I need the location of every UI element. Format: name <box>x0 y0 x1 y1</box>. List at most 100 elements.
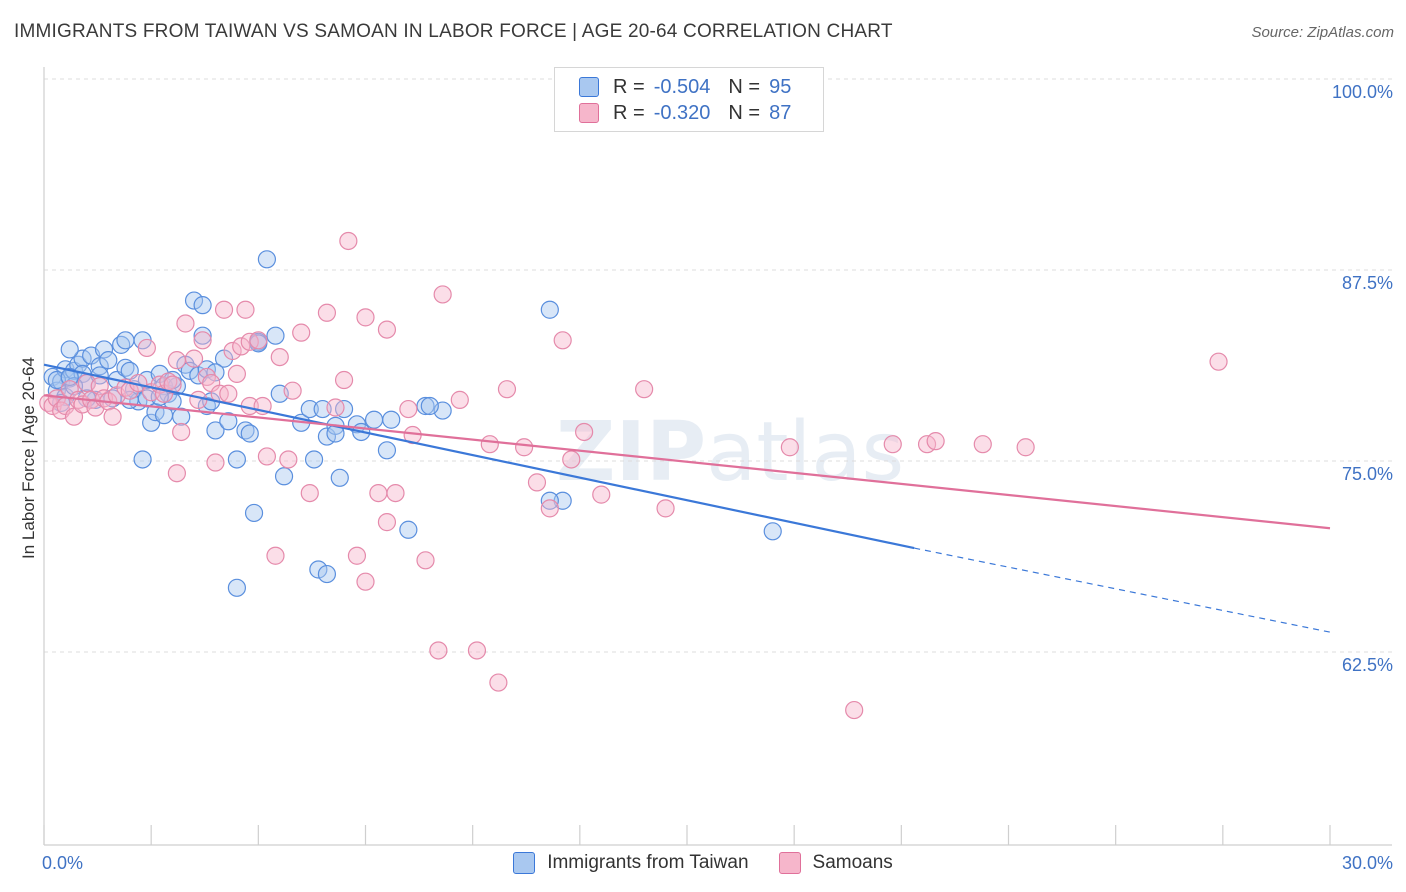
point-samoans <box>300 483 319 503</box>
point-taiwan <box>193 326 212 345</box>
point-samoans <box>356 308 375 327</box>
point-samoans <box>347 546 367 565</box>
point-samoans <box>339 231 358 251</box>
point-samoans <box>270 347 289 367</box>
point-samoans <box>167 464 186 483</box>
legend-row-taiwan: R = -0.504 N = 95 <box>579 74 791 100</box>
point-samoans <box>433 285 452 304</box>
watermark-bold: ZIP <box>556 405 707 500</box>
point-taiwan <box>309 560 328 579</box>
legend-item-taiwan[interactable]: Immigrants from Taiwan <box>513 852 749 874</box>
point-taiwan <box>133 450 152 469</box>
trend-line-taiwan-extension <box>914 547 1331 633</box>
point-samoans <box>489 673 508 692</box>
point-samoans <box>575 422 594 442</box>
point-taiwan <box>99 351 118 370</box>
point-taiwan <box>266 326 285 345</box>
legend-n-value: 95 <box>769 75 792 98</box>
trend-line-samoans <box>43 394 1331 530</box>
y-tick-label: 87.5% <box>1342 273 1393 293</box>
legend-row-samoans: R = -0.320 N = 87 <box>579 100 791 126</box>
point-samoans <box>236 300 255 319</box>
point-samoans <box>845 700 864 720</box>
point-samoans <box>103 407 122 426</box>
point-samoans <box>515 438 534 457</box>
point-samoans <box>377 320 397 339</box>
y-tick-label: 100.0% <box>1332 82 1393 102</box>
legend-swatch-blue <box>579 77 599 97</box>
point-taiwan <box>399 520 418 539</box>
y-tick-label: 75.0% <box>1342 464 1393 484</box>
chart-title: IMMIGRANTS FROM TAIWAN VS SAMOAN IN LABO… <box>14 21 893 42</box>
point-samoans <box>279 450 298 469</box>
point-samoans <box>214 300 234 319</box>
point-taiwan <box>330 468 349 487</box>
point-samoans <box>172 422 191 442</box>
point-taiwan <box>227 450 246 469</box>
point-taiwan <box>219 412 238 431</box>
point-samoans <box>635 380 654 399</box>
point-samoans <box>480 435 499 454</box>
legend-label-samoans: Samoans <box>812 852 893 873</box>
point-samoans <box>429 641 448 660</box>
point-samoans <box>369 483 388 503</box>
point-samoans <box>137 338 156 358</box>
point-samoans <box>553 331 572 350</box>
trend-line-taiwan <box>43 363 915 550</box>
point-samoans <box>184 349 204 368</box>
correlation-legend: R = -0.504 N = 95 R = -0.320 N = 87 <box>554 67 824 132</box>
point-samoans <box>223 341 242 361</box>
point-samoans <box>334 370 354 390</box>
point-taiwan <box>317 564 337 584</box>
legend-n-value: 87 <box>769 101 792 124</box>
point-taiwan <box>240 424 259 443</box>
point-taiwan <box>274 467 294 486</box>
point-samoans <box>416 551 435 570</box>
point-samoans <box>167 351 186 370</box>
point-taiwan <box>172 407 191 426</box>
point-samoans <box>377 513 397 532</box>
trend-lines <box>43 363 1331 633</box>
point-samoans <box>356 572 375 591</box>
point-samoans <box>317 303 337 322</box>
point-taiwan <box>60 340 79 359</box>
series-legend: Immigrants from Taiwan Samoans <box>0 852 1406 874</box>
point-taiwan <box>304 450 324 469</box>
point-taiwan <box>116 331 135 350</box>
point-samoans <box>467 641 487 660</box>
legend-n-label: N = <box>728 75 761 98</box>
point-samoans <box>386 483 405 503</box>
point-taiwan <box>257 250 277 269</box>
point-taiwan <box>300 399 319 419</box>
x-tick-label: 0.0% <box>42 853 83 873</box>
point-samoans <box>193 331 212 350</box>
point-taiwan <box>227 578 246 597</box>
point-samoans <box>163 375 182 394</box>
point-samoans <box>562 450 581 469</box>
legend-r-label: R = <box>613 75 645 98</box>
point-taiwan <box>377 441 397 460</box>
point-samoans <box>592 485 611 504</box>
legend-r-label: R = <box>613 101 645 124</box>
legend-item-samoans[interactable]: Samoans <box>778 852 893 874</box>
point-samoans <box>249 331 268 350</box>
point-taiwan <box>206 421 225 440</box>
point-samoans <box>326 398 345 417</box>
point-samoans <box>189 390 208 409</box>
point-samoans <box>232 337 251 356</box>
point-samoans <box>399 399 418 419</box>
point-samoans <box>1209 352 1228 371</box>
gridlines <box>44 78 1392 653</box>
point-samoans <box>206 453 225 472</box>
legend-label-taiwan: Immigrants from Taiwan <box>547 852 749 873</box>
point-taiwan <box>540 491 559 510</box>
series-taiwan <box>43 250 782 597</box>
point-taiwan <box>382 410 401 429</box>
point-samoans <box>292 323 311 342</box>
point-samoans <box>257 447 277 466</box>
legend-r-value: -0.320 <box>653 101 711 124</box>
point-samoans <box>227 364 246 384</box>
legend-swatch-pink <box>579 103 599 123</box>
point-taiwan <box>206 363 225 382</box>
